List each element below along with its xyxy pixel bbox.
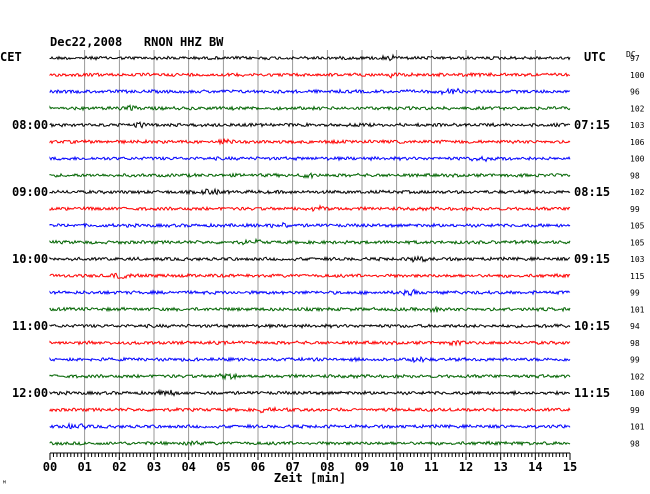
x-tick-label: 11 [424,460,438,474]
trace-group [49,53,571,447]
right-time-label: 07:15 [574,118,610,132]
x-tick-label: 03 [147,460,161,474]
trace-line [49,104,571,112]
trace-line [49,305,571,314]
dc-value: 101 [630,423,645,432]
dc-value: 100 [630,71,645,80]
trace-line [49,323,571,330]
dc-value: 115 [630,272,645,281]
dc-value: 106 [630,138,645,147]
dc-value: 102 [630,372,645,381]
x-tick-label: 05 [216,460,230,474]
dc-value: 101 [630,305,645,314]
x-tick-label: 15 [563,460,577,474]
left-time-label: 12:00 [12,386,48,400]
trace-line [49,288,571,297]
trace-line [49,254,571,263]
trace-line [49,53,571,62]
right-time-label: 09:15 [574,252,610,266]
dc-value: 99 [630,205,640,214]
trace-line [49,237,571,246]
dc-value: 99 [630,356,640,365]
dc-value: 98 [630,171,640,180]
dc-value: 99 [630,289,640,298]
trace-line [49,440,571,447]
left-time-label: 08:00 [12,118,48,132]
x-tick-label: 12 [459,460,473,474]
trace-line [49,204,571,213]
x-tick-label: 06 [251,460,265,474]
dc-value: 103 [630,121,645,130]
dc-value: 98 [630,439,640,448]
dc-values: 97 100 96 102 103 106 100 98 102 99 105 105 103 115 99… [630,54,645,448]
left-axis-label: CET [0,50,22,64]
dc-value: 103 [630,255,645,264]
x-tick-label: 02 [112,460,126,474]
x-tick-label: 04 [181,460,195,474]
trace-line [49,355,571,364]
trace-line [49,87,571,96]
x-tick-label: 14 [528,460,542,474]
trace-line [49,372,571,381]
trace-line [49,339,571,347]
trace-line [49,421,571,431]
dc-value: 100 [630,389,645,398]
dc-value: 97 [630,54,640,63]
dc-value: 98 [630,339,640,348]
dc-value: 96 [630,88,640,97]
trace-line [49,388,571,397]
trace-line [49,187,571,196]
x-axis-label: Zeit [min] [274,471,346,485]
right-time-label: 10:15 [574,319,610,333]
trace-line [49,405,571,414]
left-time-label: 09:00 [12,185,48,199]
x-tick-label: 13 [493,460,507,474]
x-tick-label: 01 [77,460,91,474]
trace-line [49,172,571,180]
left-time-label: 10:00 [12,252,48,266]
x-axis: 00 01 02 03 04 05 06 07 08 09 10 11 12 13 14 15 [43,452,577,474]
dc-value: 102 [630,188,645,197]
dc-value: 102 [630,104,645,113]
dc-value: 99 [630,406,640,415]
dc-header: DC [626,50,636,59]
trace-line [49,221,571,229]
dc-value: 94 [630,322,640,331]
right-axis-label: UTC [584,50,606,64]
corner-mark: ᴹ [2,479,7,488]
trace-line [49,272,571,280]
x-tick-label: 00 [43,460,57,474]
x-tick-label: 09 [355,460,369,474]
dc-value: 105 [630,222,645,231]
trace-line [49,138,571,146]
chart-title: Dec22,2008 RNON HHZ BW [50,35,224,49]
dc-value: 105 [630,238,645,247]
grid-lines [84,50,536,453]
trace-line [49,155,571,163]
trace-line [49,121,571,129]
time-labels: 08:00 09:00 10:00 11:00 12:00 07:15 08:15 09:15… [12,118,610,400]
right-time-label: 08:15 [574,185,610,199]
right-time-label: 11:15 [574,386,610,400]
x-tick-label: 08 [320,460,334,474]
trace-line [49,71,571,79]
x-tick-label: 07 [285,460,299,474]
left-time-label: 11:00 [12,319,48,333]
x-tick-label: 10 [389,460,403,474]
dc-value: 100 [630,155,645,164]
